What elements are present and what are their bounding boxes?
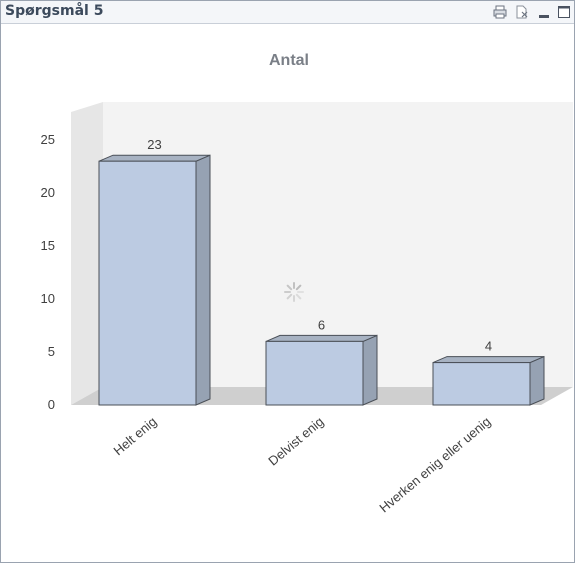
window-titlebar: Spørgsmål 5 (1, 0, 574, 24)
bar-side (529, 355, 545, 406)
y-tick-label: 15 (41, 238, 55, 253)
bar[interactable] (432, 362, 531, 406)
print-icon[interactable] (492, 4, 508, 20)
bar-side (195, 154, 211, 406)
y-tick-label: 20 (41, 185, 55, 200)
minimize-icon[interactable] (536, 4, 552, 20)
chart-side-wall (71, 102, 103, 405)
category-label: Delvist enig (265, 414, 326, 469)
bar[interactable] (98, 160, 197, 406)
bar-chart: Antal 0 5 10 15 20 25 23 Helt enig 6 Delvist enig… (41, 52, 573, 516)
bar-top (432, 356, 545, 364)
loading-spinner-icon (286, 293, 293, 300)
category-label: Helt enig (110, 414, 159, 458)
window-title: Spørgsmål 5 (5, 3, 104, 19)
y-tick-label: 0 (48, 397, 55, 412)
y-tick-label: 25 (41, 132, 55, 147)
data-label: 6 (318, 317, 325, 332)
loading-spinner-icon (286, 284, 293, 291)
category-label: Hverken enig eller uenig (376, 414, 493, 516)
chart-title: Antal (269, 52, 309, 69)
maximize-icon[interactable] (556, 4, 572, 20)
bar[interactable] (265, 340, 364, 406)
y-tick-label: 5 (48, 344, 55, 359)
data-label: 23 (147, 137, 161, 152)
loading-spinner-icon (295, 293, 302, 300)
loading-spinner-icon (295, 284, 302, 291)
chart-area: Antal 0 5 10 15 20 25 23 Helt enig 6 Delvist enig… (1, 24, 574, 562)
bar-side (362, 334, 378, 406)
clear-selection-icon[interactable] (514, 4, 530, 20)
bar-top (265, 334, 378, 342)
data-label: 4 (485, 339, 492, 354)
y-tick-label: 10 (41, 291, 55, 306)
bar-top (98, 154, 211, 162)
